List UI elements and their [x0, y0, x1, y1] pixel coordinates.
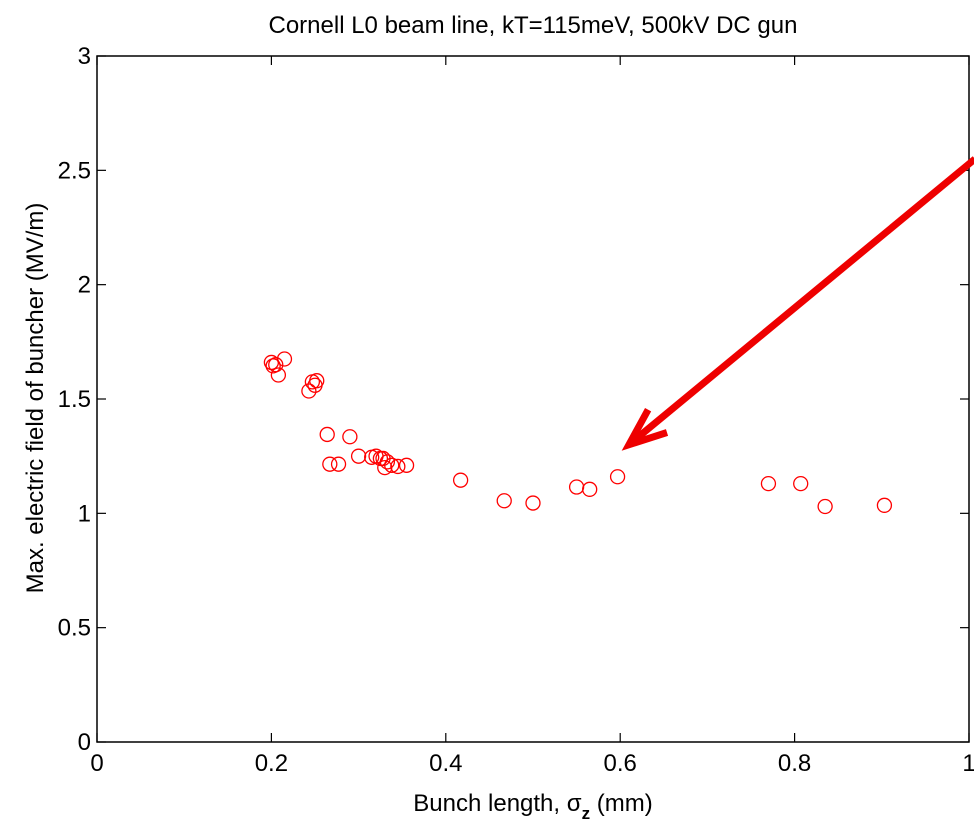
y-tick-label: 1.5	[58, 386, 91, 413]
data-point	[760, 475, 777, 492]
x-tick-label: 0.8	[778, 750, 811, 777]
data-point	[609, 469, 626, 485]
y-tick-label: 3	[78, 43, 91, 70]
data-point	[319, 426, 335, 443]
x-axis-label: Bunch length, σz (mm)	[413, 790, 652, 823]
y-tick-label: 1	[78, 500, 91, 527]
x-tick-label: 0.2	[255, 750, 288, 777]
y-tick-label: 0.5	[58, 615, 91, 642]
x-axis-label-symbol: σ	[567, 790, 582, 817]
data-point	[301, 383, 317, 399]
chart-title: Cornell L0 beam line, kT=115meV, 500kV D…	[269, 12, 798, 39]
data-point	[270, 367, 287, 383]
y-tick-label: 2.5	[58, 157, 91, 184]
data-point	[390, 458, 406, 475]
data-point	[398, 457, 415, 473]
data-point	[876, 497, 893, 513]
data-point	[817, 498, 833, 515]
data-point	[330, 456, 347, 472]
data-points	[263, 351, 893, 515]
data-point	[322, 456, 338, 472]
data-point	[793, 475, 809, 492]
data-point	[350, 448, 367, 464]
y-tick-label: 0	[78, 729, 91, 756]
x-tick-label: 1	[962, 750, 974, 777]
plot-area	[96, 55, 970, 743]
arrow-head	[621, 407, 669, 451]
x-tick-label: 0.6	[604, 750, 637, 777]
plot-frame	[96, 55, 970, 743]
y-axis-label: Max. electric field of buncher (MV/m)	[22, 203, 49, 594]
x-axis-label-subscript: z	[582, 804, 591, 823]
data-point	[525, 495, 541, 511]
annotation-arrow	[621, 156, 974, 451]
x-axis-label-suffix: (mm)	[590, 790, 653, 817]
data-point	[379, 454, 396, 470]
data-point	[452, 472, 469, 488]
x-tick-label: 0	[90, 750, 103, 777]
data-point	[342, 429, 358, 445]
data-point	[582, 481, 598, 497]
arrow-shaft	[631, 156, 974, 444]
data-point	[268, 357, 284, 373]
y-tick-label: 2	[78, 272, 91, 299]
data-point	[384, 457, 400, 473]
axis-ticks: 0 0.2 0.4 0.6 0.8 1 0 0.5 1 1.5 2 2.5 3	[58, 43, 974, 777]
x-axis-label-prefix: Bunch length,	[413, 790, 566, 817]
data-point	[309, 373, 325, 389]
x-tick-label: 0.4	[429, 750, 462, 777]
data-point	[496, 493, 512, 509]
data-point	[276, 351, 293, 367]
